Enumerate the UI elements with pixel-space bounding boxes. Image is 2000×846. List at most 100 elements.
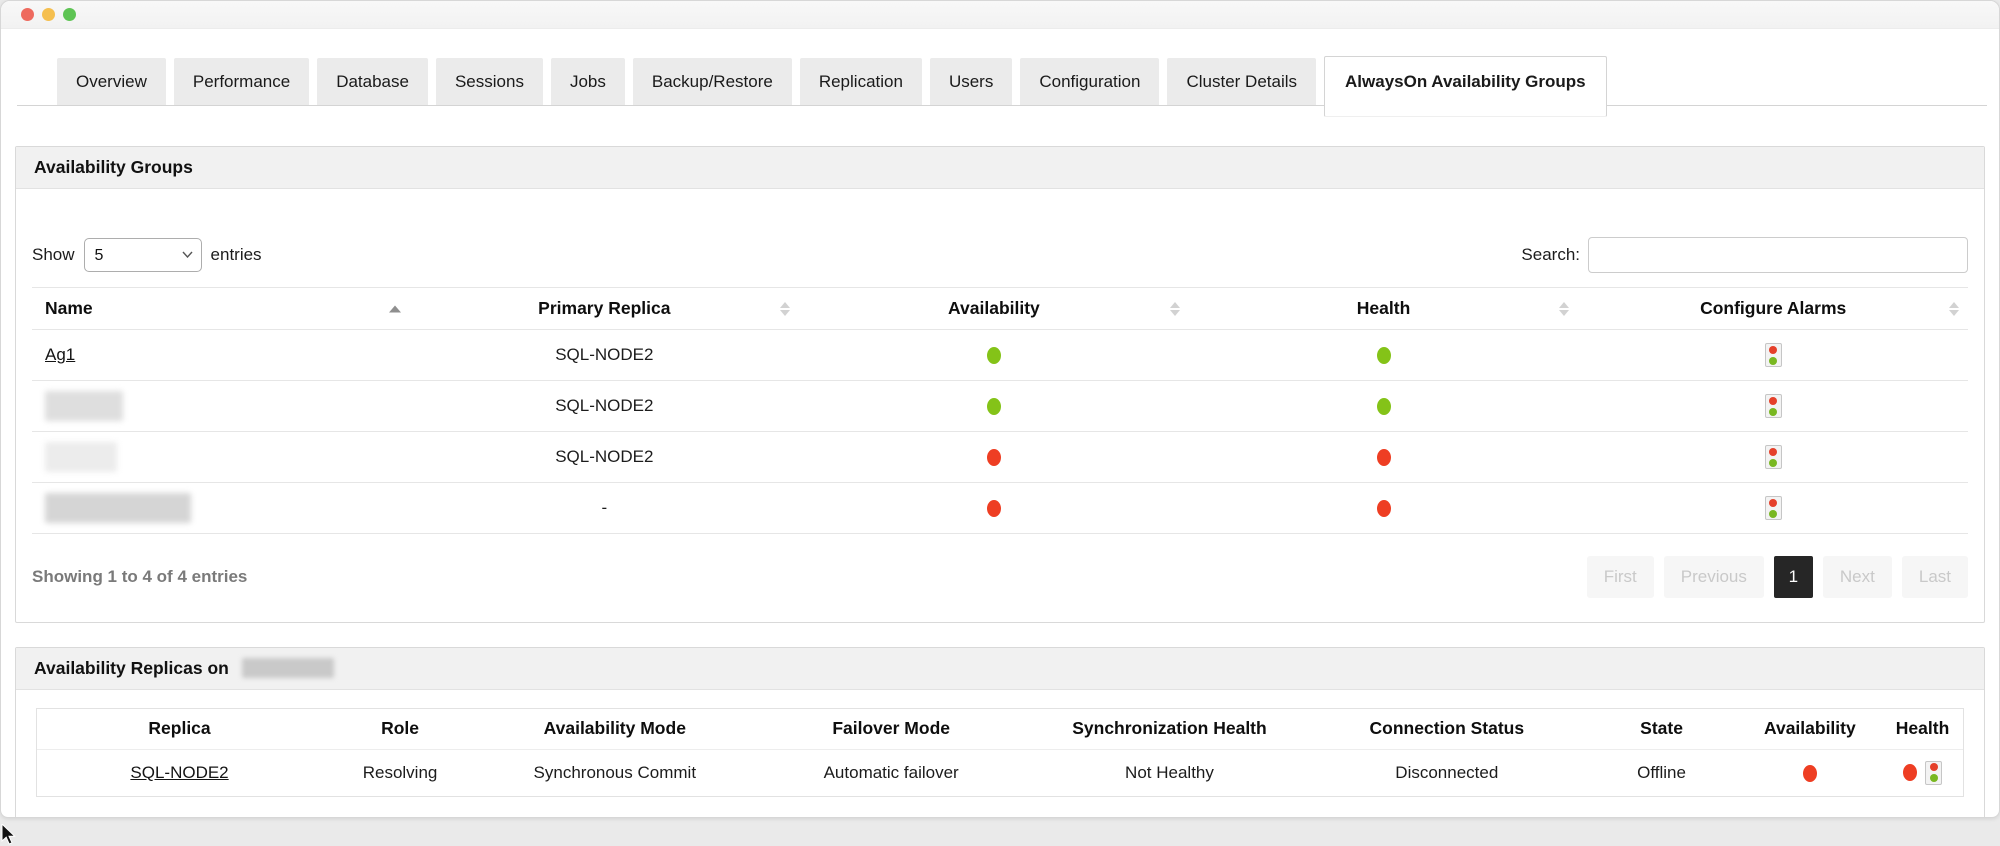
minimize-button[interactable] — [42, 8, 55, 21]
column-label: Availability — [948, 298, 1040, 318]
cell-name — [32, 482, 410, 534]
tab-performance[interactable]: Performance — [173, 58, 310, 105]
tab-configuration[interactable]: Configuration — [1020, 58, 1160, 105]
pagination-1[interactable]: 1 — [1773, 556, 1813, 598]
replica-link[interactable]: SQL-NODE2 — [130, 762, 229, 782]
pagination-previous: Previous — [1663, 556, 1764, 598]
entries-label: entries — [210, 245, 262, 264]
availability-groups-table-header-row: Name Primary Replica Availability Health Con… — [32, 287, 1968, 330]
column-header-availability: Availability — [1737, 709, 1883, 750]
page-size-select-wrap: 5 — [83, 238, 202, 272]
column-header-primary-replica[interactable]: Primary Replica — [409, 287, 800, 330]
entries-summary: Showing 1 to 4 of 4 entries — [32, 567, 248, 586]
window-titlebar — [1, 1, 1999, 29]
column-label: Primary Replica — [538, 298, 671, 318]
column-header-failover-mode: Failover Mode — [751, 709, 1031, 750]
tab-replication[interactable]: Replication — [799, 58, 922, 105]
cell-failover-mode: Automatic failover — [823, 762, 959, 782]
status-up-dot — [1376, 398, 1391, 416]
availability-groups-table: Name Primary Replica Availability Health Con… — [32, 287, 1968, 534]
zoom-button[interactable] — [63, 8, 76, 21]
cell-configure-alarms — [1578, 431, 1968, 483]
column-header-replica: Replica — [37, 709, 323, 750]
availability-group-row: Ag1 SQL-NODE2 — [32, 329, 1968, 381]
cell-primary-replica: - — [409, 482, 800, 534]
tab-users[interactable]: Users — [929, 58, 1013, 105]
column-header-health: Health — [1882, 709, 1963, 750]
sort-toggle-icon[interactable] — [1559, 301, 1570, 316]
cell-configure-alarms — [1578, 482, 1968, 534]
availability-group-row: SQL-NODE2 — [32, 431, 1968, 483]
tab-cluster-details[interactable]: Cluster Details — [1167, 58, 1317, 105]
cell-health — [1882, 749, 1963, 796]
cell-role: Resolving — [362, 762, 438, 782]
tab-bar: Overview Performance Database Sessions Jobs B… — [17, 29, 1987, 117]
sort-ascending-icon[interactable] — [388, 305, 401, 312]
availability-group-row: - — [32, 482, 1968, 534]
cell-configure-alarms — [1578, 380, 1968, 432]
availability-replicas-panel-header: Availability Replicas on — [16, 648, 1984, 690]
configure-alarms-icon[interactable] — [1764, 496, 1782, 520]
close-button[interactable] — [21, 8, 34, 21]
tab-sessions[interactable]: Sessions — [435, 58, 543, 105]
pagination: First Previous 1 Next Last — [1577, 556, 1968, 598]
search-label: Search: — [1521, 245, 1580, 264]
tab-alwayson-availability-groups[interactable]: AlwaysOn Availability Groups — [1324, 56, 1607, 117]
sort-toggle-icon[interactable] — [780, 301, 791, 316]
cell-health — [1188, 482, 1579, 534]
cell-availability — [1738, 749, 1882, 796]
column-header-health[interactable]: Health — [1188, 287, 1579, 330]
availability-replicas-table-body: SQL-NODE2 Resolving Synchronous Commit Auto… — [37, 749, 1963, 796]
status-down-dot — [986, 449, 1001, 467]
column-header-configure-alarms[interactable]: Configure Alarms — [1578, 287, 1968, 330]
tab-database[interactable]: Database — [317, 58, 428, 105]
cell-availability-mode: Synchronous Commit — [533, 762, 697, 782]
cell-availability — [799, 482, 1189, 534]
cell-primary-replica: SQL-NODE2 — [409, 431, 800, 483]
status-down-dot — [1376, 449, 1391, 467]
configure-alarms-icon[interactable] — [1764, 445, 1782, 469]
cell-health — [1188, 380, 1579, 432]
availability-groups-panel-header: Availability Groups — [16, 147, 1984, 189]
cell-connection-status: Disconnected — [1395, 762, 1499, 782]
status-down-dot — [1802, 764, 1817, 782]
app-window: Overview Performance Database Sessions Jobs B… — [0, 0, 2000, 818]
tab-backup-restore[interactable]: Backup/Restore — [632, 58, 792, 105]
tab-jobs[interactable]: Jobs — [550, 58, 625, 105]
sort-toggle-icon[interactable] — [1169, 301, 1180, 316]
availability-replica-row: SQL-NODE2 Resolving Synchronous Commit Auto… — [37, 749, 1963, 796]
availability-replicas-table-wrap: Replica Role Availability Mode Failover Mod… — [36, 708, 1964, 797]
cell-availability — [799, 431, 1189, 483]
tab-overview[interactable]: Overview — [57, 58, 166, 105]
column-header-availability[interactable]: Availability — [799, 287, 1189, 330]
cell-primary-replica: SQL-NODE2 — [409, 329, 800, 381]
page-size-control: Show 5 entries — [32, 238, 262, 272]
column-header-name[interactable]: Name — [32, 287, 410, 330]
health-status-group — [1903, 760, 1943, 785]
redacted-group-name — [45, 493, 191, 523]
cell-primary-replica: SQL-NODE2 — [409, 380, 800, 432]
configure-alarms-icon[interactable] — [1925, 760, 1943, 785]
availability-replicas-title: Availability Replicas on — [34, 658, 229, 678]
configure-alarms-icon[interactable] — [1764, 343, 1782, 367]
cell-availability — [799, 380, 1189, 432]
availability-group-link[interactable]: Ag1 — [45, 345, 76, 364]
sort-toggle-icon[interactable] — [1949, 301, 1959, 316]
status-up-dot — [986, 398, 1001, 416]
pagination-next: Next — [1822, 556, 1892, 598]
status-down-dot — [1376, 500, 1391, 518]
cell-synchronization-health: Not Healthy — [1125, 762, 1214, 782]
availability-groups-title: Availability Groups — [34, 157, 193, 177]
availability-groups-table-body: Ag1 SQL-NODE2 SQL-NODE2 SQL-NODE2- — [32, 329, 1968, 534]
search-input[interactable] — [1588, 237, 1968, 273]
status-up-dot — [986, 347, 1001, 365]
cell-health — [1188, 329, 1579, 381]
column-header-role: Role — [322, 709, 479, 750]
configure-alarms-icon[interactable] — [1764, 394, 1782, 418]
column-header-availability-mode: Availability Mode — [478, 709, 752, 750]
cell-name — [32, 431, 410, 483]
page-size-select[interactable]: 5 — [83, 238, 202, 272]
availability-group-row: SQL-NODE2 — [32, 380, 1968, 432]
availability-replicas-table: Replica Role Availability Mode Failover Mod… — [37, 709, 1963, 796]
table-controls: Show 5 entries Search: — [32, 237, 1968, 273]
